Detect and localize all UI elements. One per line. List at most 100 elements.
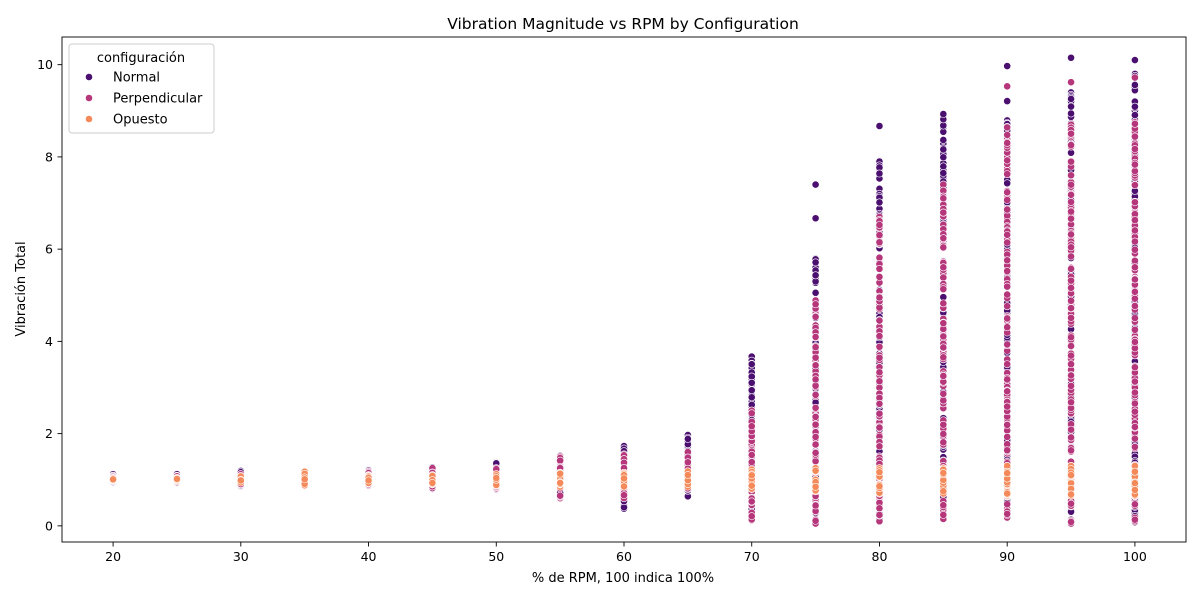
data-point	[683, 435, 692, 443]
data-point	[1131, 338, 1139, 346]
data-point	[811, 361, 820, 370]
data-point	[1003, 323, 1012, 332]
data-point	[811, 448, 820, 457]
data-point	[1131, 81, 1139, 89]
data-point	[939, 136, 948, 144]
data-point	[939, 243, 948, 252]
data-point	[811, 457, 820, 466]
data-point	[1067, 95, 1075, 103]
data-point	[1131, 245, 1139, 254]
data-point	[875, 272, 884, 281]
data-point	[1131, 500, 1139, 509]
data-point	[1003, 360, 1012, 369]
data-point	[1131, 486, 1139, 494]
data-point	[939, 420, 948, 429]
data-point	[939, 234, 948, 243]
data-point	[875, 293, 884, 302]
data-point	[1067, 360, 1075, 369]
legend-marker	[85, 73, 93, 81]
x-axis-ticks: 20 30 40 50 60 70 80 90 100	[105, 542, 1147, 564]
data-point	[811, 214, 820, 223]
data-point	[875, 511, 884, 519]
data-point	[811, 312, 820, 321]
data-point	[939, 285, 948, 294]
data-point	[1067, 333, 1075, 342]
data-point	[747, 471, 756, 480]
data-point	[1131, 363, 1139, 372]
data-point	[1131, 216, 1139, 225]
data-point	[939, 169, 948, 177]
data-point	[1003, 509, 1012, 518]
data-point	[1067, 433, 1075, 442]
data-point	[939, 438, 948, 447]
data-point	[1003, 302, 1012, 311]
data-point	[683, 458, 692, 467]
data-point	[747, 481, 756, 490]
data-point	[1131, 399, 1139, 408]
data-point	[939, 162, 948, 171]
data-point	[747, 386, 756, 395]
data-point	[939, 153, 948, 162]
x-tick-label: 20	[105, 549, 121, 564]
data-point	[1003, 420, 1012, 429]
data-point	[1003, 500, 1012, 509]
data-point	[1131, 263, 1139, 272]
legend-entry-label: Normal	[113, 71, 160, 86]
data-point	[1067, 296, 1075, 305]
data-point	[1131, 198, 1139, 207]
x-tick-label: 60	[616, 549, 632, 564]
data-point	[1067, 102, 1075, 111]
data-point	[236, 476, 245, 485]
x-tick-label: 100	[1123, 549, 1147, 564]
data-point	[1003, 123, 1012, 132]
data-point	[1003, 205, 1012, 214]
data-point	[1003, 375, 1012, 384]
data-point	[1067, 425, 1075, 434]
y-tick-label: 4	[45, 334, 53, 349]
data-point	[875, 122, 884, 130]
data-point	[1131, 145, 1139, 153]
data-point	[747, 512, 756, 521]
data-point	[939, 469, 948, 477]
data-point	[428, 479, 437, 487]
data-point	[939, 299, 948, 308]
data-point	[811, 466, 820, 475]
y-tick-label: 0	[45, 518, 53, 533]
data-point	[939, 353, 948, 362]
y-axis-ticks: 0 2 4 6 8 10	[37, 57, 62, 533]
data-points	[109, 53, 1139, 528]
y-tick-label: 8	[45, 149, 53, 164]
y-axis-label: Vibración Total	[14, 241, 29, 336]
data-point	[939, 501, 948, 510]
data-point	[1067, 264, 1075, 273]
data-point	[1067, 243, 1075, 252]
data-point	[1131, 314, 1139, 323]
data-point	[747, 409, 756, 418]
data-point	[1067, 276, 1075, 285]
data-point	[1131, 73, 1139, 82]
data-point	[1067, 381, 1075, 390]
data-point	[683, 471, 692, 479]
data-point	[556, 479, 565, 487]
data-point	[1003, 131, 1012, 139]
data-point	[1131, 434, 1139, 443]
data-point	[747, 422, 756, 431]
y-tick-label: 10	[37, 57, 53, 72]
data-point	[1003, 196, 1012, 204]
data-point	[939, 145, 948, 154]
data-point	[1131, 181, 1139, 189]
data-point	[1131, 423, 1139, 431]
data-point	[556, 491, 565, 500]
data-point	[811, 333, 820, 341]
data-point	[875, 342, 884, 351]
series-opuesto	[109, 462, 1139, 500]
data-point	[939, 332, 948, 341]
data-point	[1131, 377, 1139, 386]
data-point	[1003, 256, 1012, 265]
data-point	[1067, 141, 1075, 149]
data-point	[747, 451, 756, 459]
data-point	[556, 456, 565, 465]
data-point	[811, 180, 820, 189]
legend-entry-label: Opuesto	[113, 113, 168, 128]
